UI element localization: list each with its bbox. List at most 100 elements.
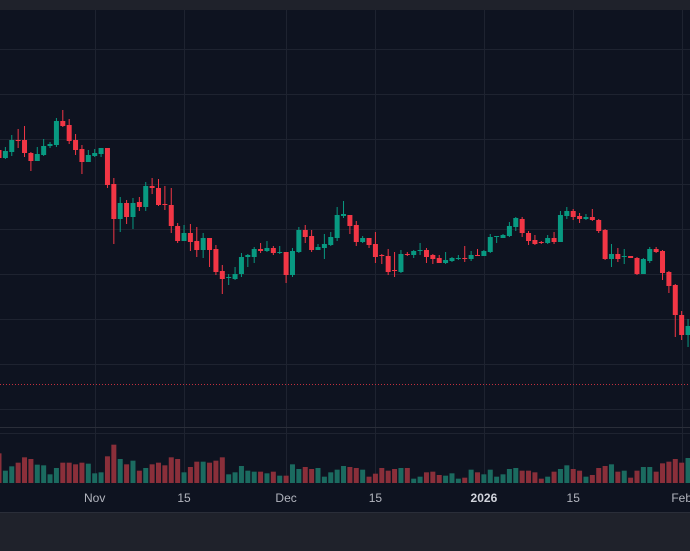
candle-down xyxy=(347,215,353,226)
volume-bar xyxy=(219,457,225,483)
candle-down xyxy=(79,149,85,162)
volume-bar xyxy=(181,472,187,483)
volume-bar xyxy=(143,468,149,483)
volume-bar xyxy=(653,471,659,483)
candle-down xyxy=(136,202,142,207)
candle-down xyxy=(162,204,168,205)
volume-bar xyxy=(22,457,28,483)
candle-down xyxy=(628,256,634,258)
volume-bar xyxy=(117,459,123,483)
volume-bar xyxy=(500,474,506,483)
volume-bar xyxy=(60,462,66,483)
volume-bar xyxy=(28,459,34,483)
volume-bar xyxy=(226,474,232,483)
candle-down xyxy=(15,140,21,141)
time-axis[interactable]: Nov 15 Dec 15 2026 15 Feb xyxy=(84,491,690,505)
volume-bar xyxy=(283,475,289,483)
x-tick-label: 2026 xyxy=(471,491,498,505)
candle-down xyxy=(28,153,34,161)
candle-up xyxy=(360,238,366,242)
volume-bar xyxy=(309,469,315,483)
candle-up xyxy=(328,237,334,245)
candle-up xyxy=(608,254,614,259)
volume-bar xyxy=(679,462,685,483)
volume-bar xyxy=(647,467,653,483)
candle-up xyxy=(494,236,500,237)
candle-up xyxy=(564,211,570,216)
candle-down xyxy=(283,252,289,275)
volume-bar xyxy=(577,470,583,483)
candle-down xyxy=(213,249,219,272)
volume-bar xyxy=(92,473,98,483)
candle-down xyxy=(372,244,378,257)
volume-bar xyxy=(404,468,410,483)
candle-up xyxy=(500,235,506,238)
volume-bar xyxy=(462,477,468,483)
candle-up xyxy=(232,274,238,279)
volume-bar xyxy=(149,464,155,483)
candle-up xyxy=(85,155,91,162)
volume-bar xyxy=(538,478,544,483)
volume-bar xyxy=(124,464,130,483)
candle-up xyxy=(411,251,417,255)
volume-bar xyxy=(366,476,372,483)
volume-bar xyxy=(162,465,168,483)
volume-bar xyxy=(455,478,461,483)
volume-bar xyxy=(379,468,385,483)
candle-up xyxy=(9,140,15,152)
volume-bar xyxy=(551,471,557,483)
volume-bar xyxy=(111,444,117,483)
candle-down xyxy=(570,211,576,217)
candle-up xyxy=(455,258,461,259)
x-tick-label: Dec xyxy=(275,491,296,505)
volume-bar xyxy=(602,466,608,483)
x-tick-label: 15 xyxy=(177,491,191,505)
volume-bar xyxy=(315,468,321,483)
volume-bar xyxy=(136,470,142,483)
volume-bar xyxy=(194,461,200,483)
candle-down xyxy=(392,270,398,271)
candle-up xyxy=(443,260,449,263)
volume-bar xyxy=(130,460,136,483)
candle-down xyxy=(589,217,595,220)
candle-up xyxy=(647,249,653,261)
candle-up xyxy=(481,251,487,256)
candle-down xyxy=(385,256,391,272)
candle-down xyxy=(475,255,480,256)
volume-bar xyxy=(532,472,538,483)
candle-up xyxy=(296,230,302,252)
volume-bar xyxy=(615,471,621,483)
volume-bar xyxy=(468,469,474,483)
candle-down xyxy=(219,271,225,279)
volume-bar xyxy=(660,463,666,483)
volume-bar xyxy=(0,453,2,483)
x-tick-label: Feb xyxy=(671,491,690,505)
candle-up xyxy=(449,258,455,261)
volume-bar xyxy=(47,474,53,483)
candle-up xyxy=(245,255,251,257)
volume-bar xyxy=(213,460,219,483)
volume-bar xyxy=(302,467,308,483)
volume-bars xyxy=(0,444,690,483)
candle-down xyxy=(596,220,602,231)
candle-down xyxy=(309,236,315,250)
volume-bar xyxy=(411,478,417,483)
candle-down xyxy=(156,188,161,205)
volume-bar xyxy=(589,475,595,483)
volume-bar xyxy=(596,468,602,483)
volume-bar xyxy=(360,469,366,483)
candle-up xyxy=(506,226,512,236)
candle-down xyxy=(551,238,557,242)
candle-down xyxy=(207,238,213,250)
candle-down xyxy=(73,140,79,150)
candle-up xyxy=(238,257,244,274)
volume-bar xyxy=(41,465,47,483)
candle-up xyxy=(321,244,327,248)
candle-down xyxy=(436,258,442,263)
volume-bar xyxy=(423,472,429,483)
candle-up xyxy=(315,247,321,250)
volume-bar xyxy=(328,472,334,483)
candlestick-chart[interactable]: Nov 15 Dec 15 2026 15 Feb xyxy=(0,0,690,512)
candles xyxy=(0,110,690,347)
volume-bar xyxy=(289,464,295,483)
